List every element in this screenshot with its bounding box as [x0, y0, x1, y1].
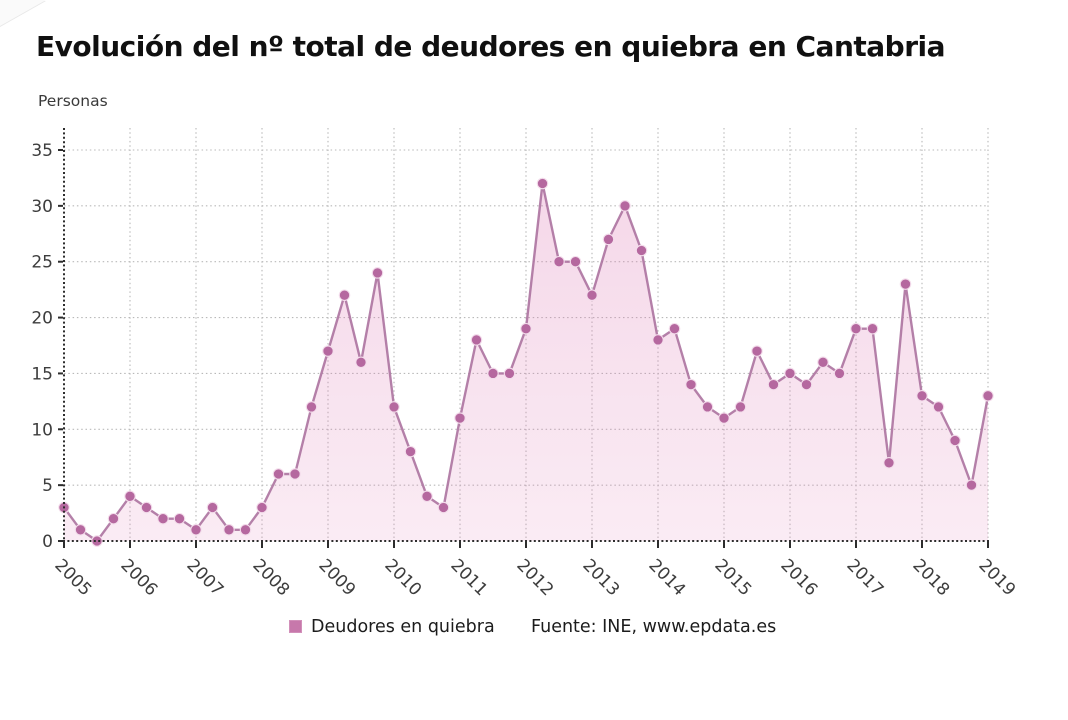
- corner-fold-artifact: [0, 0, 46, 26]
- data-point[interactable]: [305, 401, 318, 413]
- y-tick-label: 35: [31, 141, 53, 161]
- x-tick-label: 2005: [50, 555, 95, 600]
- data-point[interactable]: [404, 445, 417, 458]
- x-tick-label: 2009: [314, 555, 359, 600]
- data-point[interactable]: [635, 244, 648, 257]
- y-tick-label: 25: [31, 253, 53, 273]
- x-tick-label: 2011: [446, 555, 491, 600]
- data-point[interactable]: [520, 322, 532, 335]
- data-point[interactable]: [487, 367, 499, 380]
- data-point[interactable]: [668, 322, 681, 335]
- data-point[interactable]: [74, 524, 87, 536]
- data-point[interactable]: [289, 468, 301, 480]
- data-point[interactable]: [784, 367, 796, 380]
- area-fill: [64, 183, 988, 541]
- x-tick-label: 2019: [974, 555, 1019, 600]
- data-point[interactable]: [454, 412, 466, 424]
- data-point[interactable]: [536, 177, 549, 190]
- data-point[interactable]: [586, 289, 598, 301]
- data-point[interactable]: [322, 345, 334, 357]
- data-point[interactable]: [932, 401, 945, 413]
- data-point[interactable]: [916, 390, 928, 402]
- data-point[interactable]: [817, 356, 829, 369]
- x-tick-label: 2013: [578, 555, 623, 600]
- data-point[interactable]: [883, 457, 895, 469]
- x-tick-label: 2010: [380, 555, 425, 600]
- data-point[interactable]: [833, 367, 846, 380]
- data-point[interactable]: [701, 401, 714, 413]
- data-point[interactable]: [157, 512, 169, 525]
- x-tick-label: 2007: [182, 555, 227, 600]
- y-tick-label: 20: [31, 309, 53, 329]
- x-tick-label: 2015: [710, 555, 755, 600]
- data-point[interactable]: [206, 501, 219, 514]
- data-point[interactable]: [239, 524, 252, 536]
- data-point[interactable]: [503, 367, 516, 380]
- data-point[interactable]: [256, 501, 268, 514]
- data-point[interactable]: [718, 412, 730, 424]
- data-point[interactable]: [602, 233, 615, 246]
- data-point[interactable]: [965, 479, 978, 491]
- legend-swatch: [289, 620, 302, 633]
- legend-series-label: Deudores en quiebra: [311, 617, 495, 637]
- data-point[interactable]: [421, 490, 433, 503]
- data-point[interactable]: [107, 512, 120, 525]
- data-point[interactable]: [751, 345, 763, 357]
- data-point[interactable]: [223, 524, 235, 536]
- data-point[interactable]: [800, 378, 813, 391]
- data-point[interactable]: [437, 501, 450, 514]
- data-point[interactable]: [982, 390, 994, 402]
- data-point[interactable]: [899, 278, 912, 290]
- x-tick-label: 2017: [842, 555, 887, 600]
- x-tick-label: 2006: [116, 555, 161, 600]
- data-point[interactable]: [173, 512, 186, 525]
- data-point[interactable]: [569, 255, 582, 268]
- data-point[interactable]: [371, 267, 384, 279]
- x-tick-label: 2014: [644, 555, 689, 600]
- data-point[interactable]: [124, 490, 136, 503]
- y-tick-label: 0: [42, 532, 53, 552]
- data-point[interactable]: [91, 535, 103, 547]
- x-tick-label: 2008: [248, 555, 293, 600]
- data-point[interactable]: [949, 434, 961, 447]
- data-point[interactable]: [619, 200, 631, 212]
- data-point[interactable]: [866, 322, 879, 335]
- x-tick-label: 2012: [512, 555, 557, 600]
- y-tick-label: 30: [31, 197, 53, 217]
- data-point[interactable]: [190, 524, 202, 536]
- data-point[interactable]: [767, 378, 780, 391]
- y-tick-label: 15: [31, 364, 53, 384]
- source-text: Fuente: INE, www.epdata.es: [531, 617, 777, 637]
- data-point[interactable]: [140, 501, 153, 514]
- data-point[interactable]: [272, 468, 285, 480]
- line-chart-plot: 0 5 10 15 20 25 30 35 2005 2006 2007 2008 2009 2010 20…: [31, 128, 1019, 600]
- data-point[interactable]: [388, 401, 400, 413]
- x-tick-label: 2016: [776, 555, 821, 600]
- y-tick-label: 10: [31, 420, 53, 440]
- data-point[interactable]: [850, 322, 862, 335]
- y-axis-unit-label: Personas: [38, 92, 108, 110]
- chart-title: Evolución del nº total de deudores en qu…: [36, 30, 946, 63]
- data-point[interactable]: [470, 334, 483, 346]
- data-point[interactable]: [685, 378, 697, 391]
- data-point[interactable]: [338, 289, 351, 301]
- data-point[interactable]: [652, 334, 664, 346]
- y-tick-label: 5: [42, 476, 53, 496]
- x-tick-label: 2018: [908, 555, 953, 600]
- data-point[interactable]: [553, 255, 565, 268]
- data-point[interactable]: [355, 356, 367, 369]
- data-point[interactable]: [734, 401, 747, 413]
